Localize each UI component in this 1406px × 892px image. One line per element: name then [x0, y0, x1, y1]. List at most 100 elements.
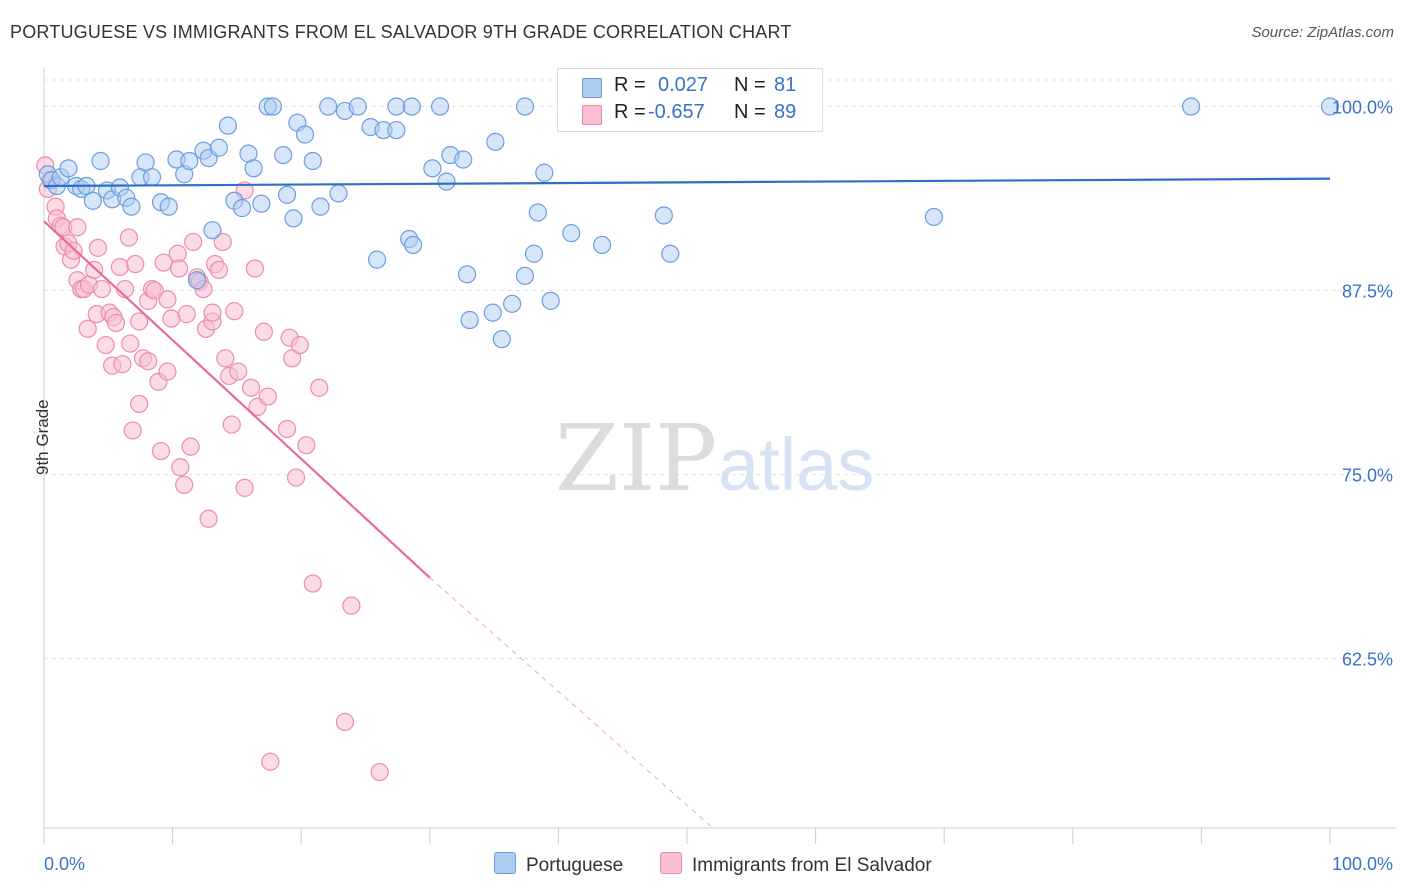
portuguese-point — [503, 294, 522, 313]
watermark-atlas: atlas — [718, 423, 874, 506]
x-tick-labels: 0.0% 100.0% — [44, 854, 1393, 874]
salvador-point — [335, 712, 355, 732]
portuguese-point — [483, 303, 502, 322]
chart-source: Source: ZipAtlas.com — [1251, 24, 1394, 41]
salvador-point — [216, 349, 235, 368]
salvador-point — [261, 752, 280, 771]
chart-title: PORTUGUESE VS IMMIGRANTS FROM EL SALVADO… — [10, 22, 792, 42]
portuguese-point — [180, 151, 199, 171]
salvador-point — [184, 232, 203, 252]
salvador-point — [258, 387, 277, 406]
salvador-point — [181, 437, 200, 456]
y-tick-labels: 100.0% 87.5% 75.0% 62.5% — [1332, 98, 1393, 670]
salvador-point — [222, 415, 241, 434]
salvador-point — [213, 232, 232, 252]
portuguese-point — [524, 244, 544, 263]
portuguese-point — [654, 206, 673, 225]
portuguese-point — [460, 310, 479, 330]
correlation-legend: R = 0.027 N = 81 R = -0.657 N = 89 — [557, 68, 823, 132]
portuguese-point — [515, 97, 535, 116]
salvador-point — [370, 762, 389, 782]
salvador-point — [254, 322, 274, 341]
salvador-trend-extension — [429, 577, 714, 829]
salvador-point — [169, 259, 189, 278]
salvador-point — [310, 378, 329, 397]
portuguese-point — [274, 145, 293, 165]
portuguese-point — [562, 224, 581, 243]
portuguese-point — [387, 97, 406, 116]
portuguese-point — [83, 191, 102, 210]
salvador-legend-swatch — [660, 852, 682, 874]
legend-r-value: 0.027 — [658, 74, 709, 96]
salvador-trend-line — [43, 220, 431, 579]
salvador-point — [297, 436, 316, 455]
portuguese-swatch — [582, 78, 602, 98]
salvador-point — [139, 352, 158, 371]
y-axis-label: 9th Grade — [33, 399, 52, 475]
salvador-point — [85, 260, 104, 280]
portuguese-point — [423, 159, 442, 178]
portuguese-point — [541, 291, 560, 310]
salvador-points — [36, 156, 389, 782]
salvador-point — [106, 313, 126, 333]
salvador-point — [175, 475, 194, 495]
salvador-point — [342, 596, 361, 615]
portuguese-point — [303, 151, 322, 171]
portuguese-point — [244, 159, 263, 178]
legend-n-label: N = — [734, 101, 766, 123]
portuguese-point — [457, 265, 477, 284]
salvador-point — [158, 290, 177, 309]
salvador-point — [199, 509, 218, 528]
salvador-point — [88, 238, 108, 257]
salvador-point — [235, 478, 254, 497]
portuguese-point — [284, 209, 303, 228]
salvador-point — [121, 334, 140, 353]
portuguese-point — [430, 97, 450, 116]
salvador-point — [203, 303, 222, 322]
salvador-swatch — [582, 105, 602, 125]
portuguese-point — [367, 250, 387, 269]
portuguese-point — [437, 172, 456, 191]
portuguese-point — [277, 185, 297, 204]
salvador-point — [277, 419, 297, 439]
legend-r-label: R = — [614, 74, 646, 96]
salvador-point — [286, 468, 306, 487]
portuguese-point — [515, 266, 535, 285]
portuguese-legend-label: Portuguese — [526, 855, 624, 876]
legend-n-value: 81 — [774, 74, 797, 96]
legend-n-value: 89 — [774, 101, 797, 123]
salvador-point — [177, 305, 196, 324]
salvador-point — [225, 302, 244, 321]
salvador-point — [78, 319, 97, 338]
salvador-point — [96, 335, 115, 355]
salvador-point — [130, 312, 149, 331]
portuguese-point — [295, 125, 315, 144]
salvador-point — [113, 355, 132, 374]
y-tick-label: 100.0% — [1332, 98, 1393, 118]
portuguese-point — [454, 150, 473, 169]
watermark-zip: ZIP — [555, 405, 717, 512]
portuguese-point — [142, 168, 162, 187]
salvador-point — [245, 259, 265, 278]
legend-r-label: R = — [614, 101, 646, 123]
portuguese-point — [159, 197, 178, 216]
portuguese-point — [348, 97, 367, 116]
portuguese-point — [403, 235, 423, 255]
legend-n-label: N = — [734, 74, 766, 96]
salvador-point — [241, 378, 261, 397]
portuguese-legend-swatch — [494, 852, 516, 874]
portuguese-point — [203, 221, 222, 240]
bottom-legend-portuguese: Portuguese — [494, 852, 623, 876]
portuguese-point — [209, 138, 228, 157]
salvador-point — [110, 257, 129, 277]
salvador-legend-label: Immigrants from El Salvador — [692, 855, 932, 876]
salvador-point — [303, 574, 322, 593]
salvador-point — [171, 458, 190, 477]
legend-r-value: -0.657 — [648, 101, 705, 123]
portuguese-point — [593, 235, 612, 255]
portuguese-point — [329, 184, 348, 203]
portuguese-point — [319, 97, 338, 116]
salvador-point — [229, 362, 248, 381]
portuguese-point — [535, 163, 554, 182]
